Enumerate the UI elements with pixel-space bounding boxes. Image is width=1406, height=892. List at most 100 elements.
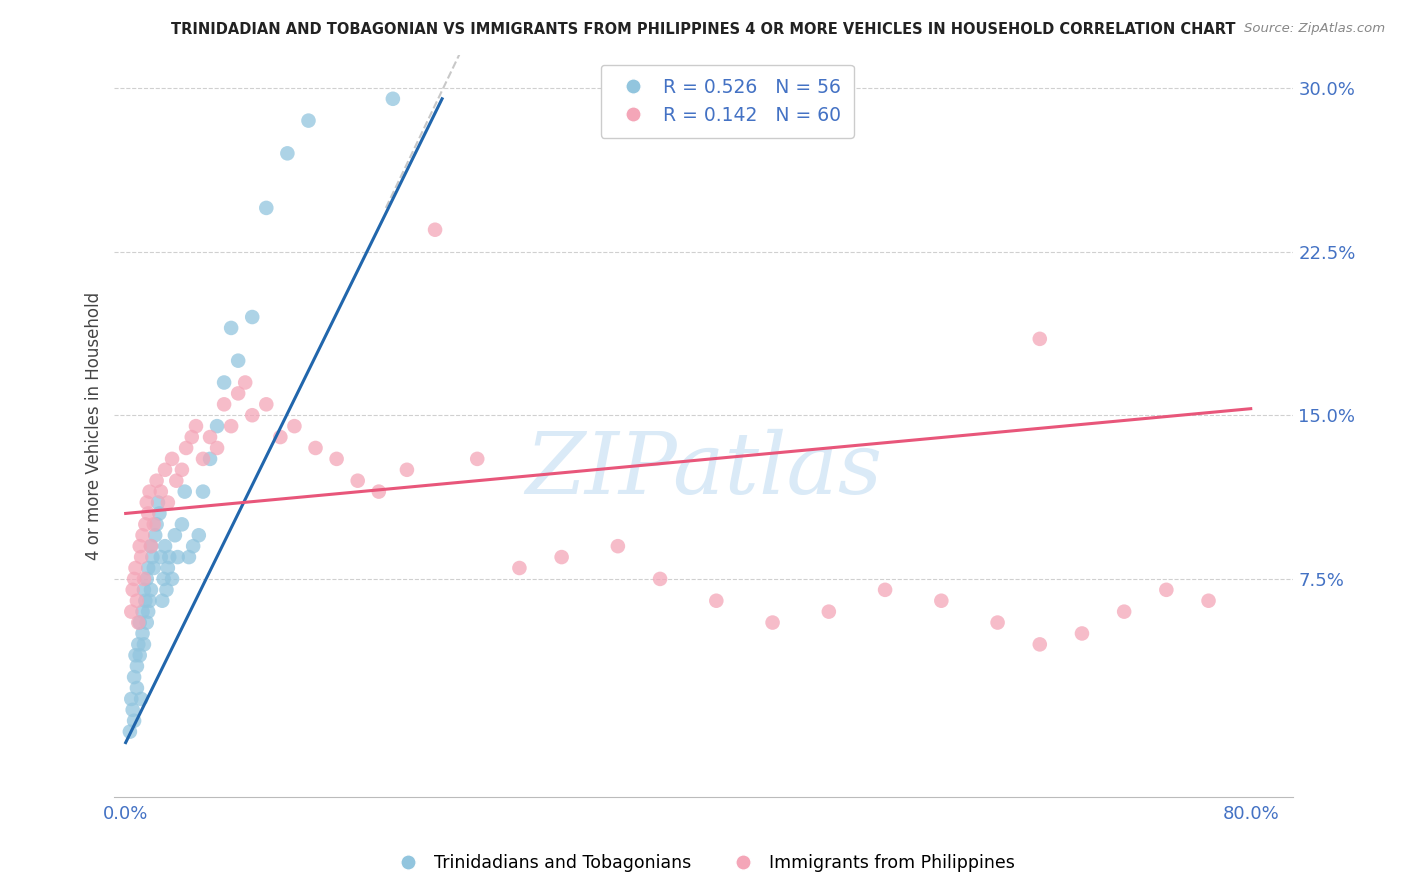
Point — [174, 441, 197, 455]
Point — [132, 637, 155, 651]
Point — [269, 430, 291, 444]
Point — [381, 92, 404, 106]
Text: TRINIDADIAN AND TOBAGONIAN VS IMMIGRANTS FROM PHILIPPINES 4 OR MORE VEHICLES IN : TRINIDADIAN AND TOBAGONIAN VS IMMIGRANTS… — [170, 22, 1236, 37]
Point — [135, 495, 157, 509]
Point — [283, 419, 305, 434]
Point — [240, 310, 263, 324]
Point — [173, 484, 195, 499]
Point — [180, 430, 202, 444]
Point — [142, 561, 165, 575]
Point — [170, 463, 193, 477]
Point — [152, 572, 174, 586]
Point — [423, 223, 446, 237]
Point — [145, 517, 167, 532]
Point — [233, 376, 256, 390]
Point — [160, 572, 183, 586]
Point — [1114, 605, 1136, 619]
Legend: R = 0.526   N = 56, R = 0.142   N = 60: R = 0.526 N = 56, R = 0.142 N = 60 — [600, 64, 853, 138]
Point — [304, 441, 326, 455]
Point — [120, 692, 142, 706]
Point — [141, 550, 163, 565]
Point — [122, 670, 145, 684]
Point — [132, 572, 155, 586]
Point — [122, 714, 145, 728]
Point — [124, 648, 146, 663]
Point — [128, 539, 150, 553]
Point — [120, 605, 142, 619]
Point — [166, 550, 188, 565]
Point — [198, 430, 221, 444]
Point — [212, 397, 235, 411]
Point — [648, 572, 671, 586]
Point — [138, 484, 160, 499]
Point — [226, 353, 249, 368]
Point — [129, 550, 152, 565]
Point — [170, 517, 193, 532]
Point — [118, 724, 141, 739]
Point — [125, 659, 148, 673]
Point — [219, 419, 242, 434]
Point — [121, 703, 143, 717]
Point — [254, 201, 277, 215]
Point — [1029, 332, 1052, 346]
Point — [134, 517, 156, 532]
Point — [136, 605, 159, 619]
Point — [136, 561, 159, 575]
Point — [134, 593, 156, 607]
Point — [127, 637, 149, 651]
Point — [131, 626, 153, 640]
Point — [139, 582, 162, 597]
Point — [139, 539, 162, 553]
Point — [121, 582, 143, 597]
Point — [367, 484, 389, 499]
Point — [127, 615, 149, 630]
Point — [987, 615, 1010, 630]
Point — [276, 146, 298, 161]
Point — [606, 539, 628, 553]
Point — [187, 528, 209, 542]
Point — [155, 582, 177, 597]
Point — [465, 451, 488, 466]
Point — [254, 397, 277, 411]
Point — [156, 495, 179, 509]
Point — [149, 550, 172, 565]
Legend: Trinidadians and Tobagonians, Immigrants from Philippines: Trinidadians and Tobagonians, Immigrants… — [384, 847, 1022, 879]
Point — [817, 605, 839, 619]
Point — [212, 376, 235, 390]
Point — [138, 593, 160, 607]
Point — [143, 528, 166, 542]
Point — [163, 528, 186, 542]
Point — [122, 572, 145, 586]
Point — [508, 561, 530, 575]
Point — [132, 582, 155, 597]
Point — [129, 692, 152, 706]
Point — [198, 451, 221, 466]
Point — [550, 550, 572, 565]
Point — [124, 561, 146, 575]
Point — [150, 593, 173, 607]
Point — [297, 113, 319, 128]
Point — [240, 409, 263, 423]
Point — [153, 463, 176, 477]
Point — [145, 474, 167, 488]
Point — [191, 451, 214, 466]
Point — [157, 550, 180, 565]
Point — [931, 593, 953, 607]
Point — [205, 441, 228, 455]
Point — [165, 474, 187, 488]
Point — [149, 484, 172, 499]
Text: ZIPatlas: ZIPatlas — [524, 429, 882, 512]
Point — [146, 495, 169, 509]
Text: Source: ZipAtlas.com: Source: ZipAtlas.com — [1244, 22, 1385, 36]
Point — [704, 593, 727, 607]
Point — [131, 528, 153, 542]
Point — [160, 451, 183, 466]
Point — [148, 507, 170, 521]
Point — [226, 386, 249, 401]
Point — [325, 451, 347, 466]
Point — [177, 550, 200, 565]
Point — [1071, 626, 1094, 640]
Point — [125, 681, 148, 695]
Point — [142, 517, 165, 532]
Point — [761, 615, 783, 630]
